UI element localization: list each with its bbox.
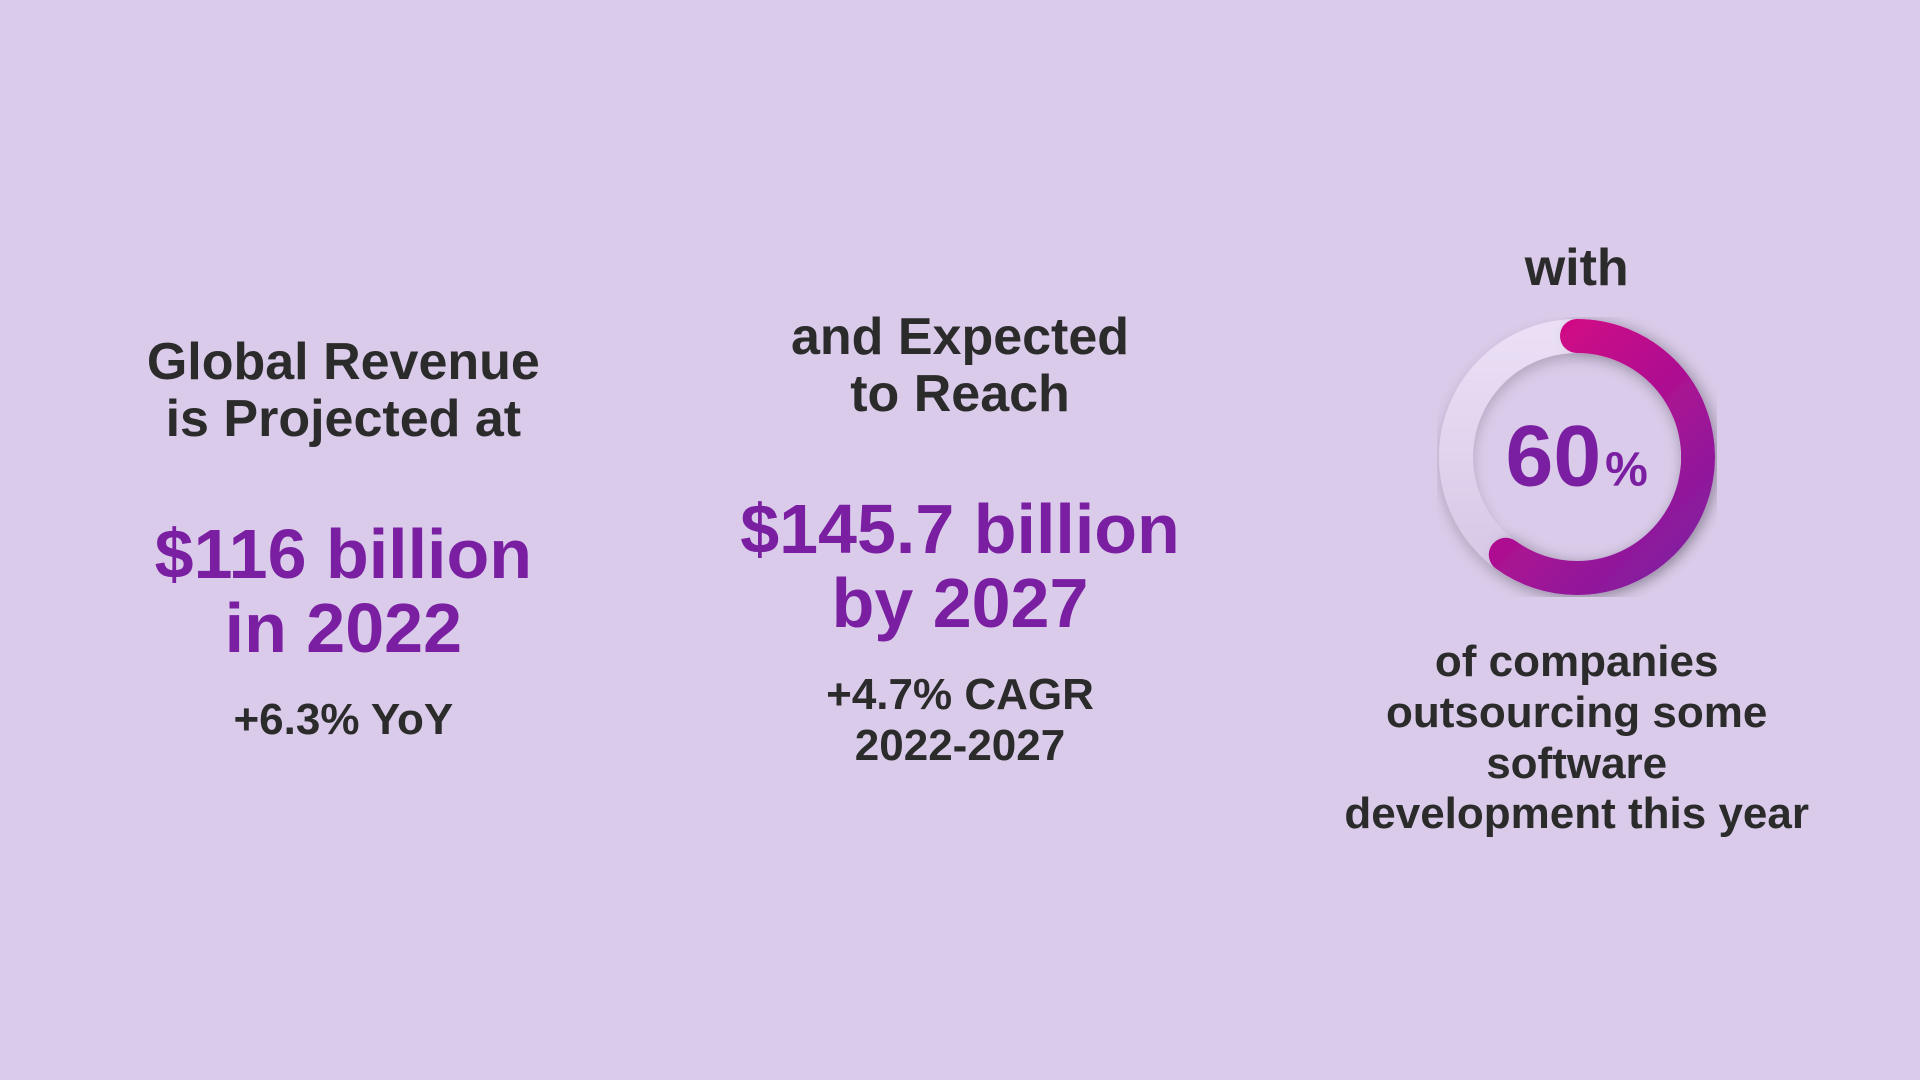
heading-revenue-2022: Global Revenue is Projected at	[147, 334, 540, 448]
stat-column-outsourcing: with 60% of companies outsourcing some s…	[1313, 240, 1840, 840]
infographic-stage: Global Revenue is Projected at $116 bill…	[0, 0, 1920, 1080]
stat-column-revenue-2022: Global Revenue is Projected at $116 bill…	[80, 334, 607, 746]
value-revenue-2027: $145.7 billion by 2027	[740, 493, 1180, 640]
sub-revenue-2027: +4.7% CAGR 2022-2027	[826, 670, 1094, 771]
heading-revenue-2027: and Expected to Reach	[791, 309, 1129, 423]
sub-revenue-2022: +6.3% YoY	[233, 695, 453, 746]
heading-outsourcing: with	[1525, 240, 1629, 297]
donut-percent-symbol: %	[1605, 443, 1648, 498]
donut-chart: 60%	[1437, 317, 1717, 597]
stat-column-revenue-2027: and Expected to Reach $145.7 billion by …	[697, 309, 1224, 772]
value-revenue-2022: $116 billion in 2022	[155, 518, 532, 665]
donut-label: 60%	[1505, 408, 1647, 507]
donut-number: 60	[1505, 408, 1601, 507]
caption-outsourcing: of companies outsourcing some software d…	[1344, 637, 1809, 839]
